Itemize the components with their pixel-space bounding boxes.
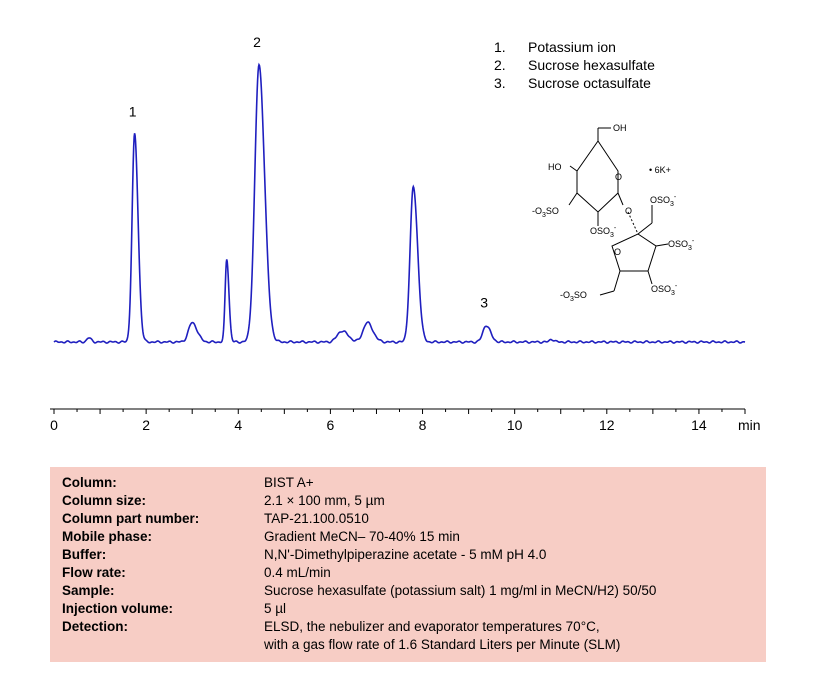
- condition-detection-line-2: with a gas flow rate of 1.6 Standard Lit…: [264, 637, 621, 652]
- condition-injection-volume: Injection volume: 5 µl: [62, 601, 286, 616]
- oso3-top-label: OSO3-: [650, 194, 677, 208]
- condition-value: TAP-21.100.0510: [264, 511, 369, 526]
- condition-detection: Detection: ELSD, the nebulizer and evapo…: [62, 619, 600, 634]
- peak-label: 1: [129, 103, 137, 119]
- chart-legend: 1. Potassium ion 2. Sucrose hexasulfate …: [494, 38, 655, 92]
- condition-label: Buffer:: [62, 547, 107, 562]
- condition-value: 5 µl: [264, 601, 287, 616]
- condition-label: Sample:: [62, 583, 115, 598]
- condition-mobile-phase: Mobile phase: Gradient MeCN– 70-40% 15 m…: [62, 529, 460, 544]
- condition-label: Flow rate:: [62, 565, 126, 580]
- condition-label: Column part number:: [62, 511, 200, 526]
- legend-number: 3.: [494, 75, 506, 91]
- condition-buffer: Buffer: N,N'-Dimethylpiperazine acetate …: [62, 547, 546, 562]
- x-tick-label: 2: [142, 417, 150, 433]
- condition-column: Column: BIST A+: [62, 475, 314, 490]
- ho-left-label: HO: [548, 162, 562, 172]
- condition-label: Injection volume:: [62, 601, 174, 616]
- peak-label: 3: [480, 294, 488, 310]
- x-tick-label: 4: [234, 417, 242, 433]
- legend-label: Sucrose octasulfate: [528, 75, 651, 91]
- legend-item: 1. Potassium ion: [494, 38, 655, 56]
- x-tick-label: 6: [327, 417, 335, 433]
- condition-label: Column size:: [62, 493, 147, 508]
- oso3-left-label: -O3SO: [532, 206, 559, 219]
- oso3-ring1-label: OSO3-: [590, 225, 617, 239]
- x-tick-label: 10: [507, 417, 523, 433]
- x-tick-label: 0: [50, 417, 58, 433]
- conditions-panel: Column: BIST A+ Column size: 2.1 × 100 m…: [50, 467, 766, 662]
- series-line: [53, 62, 746, 344]
- condition-value: Gradient MeCN– 70-40% 15 min: [264, 529, 460, 544]
- oso3-bottom-label: OSO3-: [651, 283, 678, 297]
- oh-top-label: OH: [613, 123, 627, 133]
- x-axis-unit-label: min: [738, 417, 761, 433]
- condition-value: 2.1 × 100 mm, 5 µm: [264, 493, 385, 508]
- legend-item: 3. Sucrose octasulfate: [494, 74, 655, 92]
- condition-value: 0.4 mL/min: [264, 565, 331, 580]
- condition-column-part: Column part number: TAP-21.100.0510: [62, 511, 369, 526]
- legend-label: Potassium ion: [528, 39, 616, 55]
- salt-label: • 6K+: [649, 165, 671, 175]
- ring-oxygen-2: O: [614, 247, 621, 257]
- peak-label: 2: [253, 34, 261, 50]
- x-tick-label: 14: [691, 417, 707, 433]
- legend-number: 2.: [494, 57, 506, 73]
- condition-label: Column:: [62, 475, 117, 490]
- legend-number: 1.: [494, 39, 506, 55]
- oso3-bottom-left-label: -O3SO: [560, 290, 587, 303]
- series-layer: [53, 62, 746, 344]
- condition-sample: Sample: Sucrose hexasulfate (potassium s…: [62, 583, 656, 598]
- ring-oxygen-1: O: [615, 172, 622, 182]
- x-axis: 0 2 4 6 8 10 12 14 min: [50, 408, 761, 433]
- chemical-structure: OH HO O O O • 6K+ -O3SO OSO3- OSO3- OSO3…: [532, 123, 695, 303]
- x-tick-label: 12: [599, 417, 615, 433]
- legend-item: 2. Sucrose hexasulfate: [494, 56, 655, 74]
- condition-value: ELSD, the nebulizer and evaporator tempe…: [264, 619, 600, 634]
- condition-label: Mobile phase:: [62, 529, 153, 544]
- condition-flow-rate: Flow rate: 0.4 mL/min: [62, 565, 331, 580]
- peak-labels: 1 2 3: [129, 34, 488, 310]
- link-oxygen: O: [625, 206, 632, 216]
- condition-column-size: Column size: 2.1 × 100 mm, 5 µm: [62, 493, 385, 508]
- condition-value: N,N'-Dimethylpiperazine acetate - 5 mM p…: [264, 547, 547, 562]
- chromatogram-chart: 0 2 4 6 8 10 12 14 min 123 OH HO O O O • 6K+ -O3…: [50, 34, 761, 433]
- oso3-right-label: OSO3-: [668, 238, 695, 252]
- condition-label: Detection:: [62, 619, 129, 634]
- x-tick-label: 8: [419, 417, 427, 433]
- legend-label: Sucrose hexasulfate: [528, 57, 655, 73]
- condition-value: BIST A+: [264, 475, 314, 490]
- condition-value: Sucrose hexasulfate (potassium salt) 1 m…: [264, 583, 657, 598]
